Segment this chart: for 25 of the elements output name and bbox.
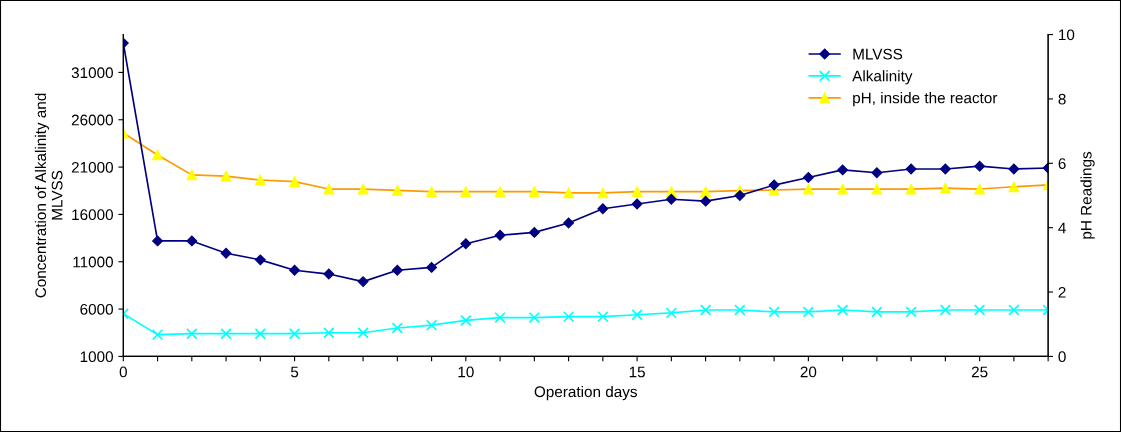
y-tick-label: 31000 [71,67,113,79]
legend-label: MLVSS [853,48,903,60]
y-tick-label: 11000 [73,256,113,268]
y-tick-label: 6000 [80,303,113,315]
x-tick-label: 20 [800,366,817,378]
x-tick-label: 25 [971,366,988,378]
y-axis-title: Concentration of Alkalinity and MLVSS [34,93,63,298]
y2-tick-label: 0 [1058,351,1066,363]
y2-tick-label: 10 [1059,29,1075,41]
y2-tick-label: 4 [1058,222,1066,234]
y2-tick-label: 8 [1058,93,1066,105]
y2-tick-label: 6 [1058,158,1066,169]
x-tick-label: 15 [629,366,645,378]
x-tick-label: 5 [290,366,299,378]
y-tick-label: 16000 [72,209,113,221]
y2-tick-label: 2 [1058,286,1066,298]
y-tick-label: 26000 [71,114,113,126]
y2-axis-title: pH Readings [1080,151,1095,239]
legend-label: pH, inside the reactor [853,92,998,107]
y-tick-label: 21000 [71,161,113,173]
x-tick-label: 10 [458,366,474,378]
legend-label: Alkalinity [852,70,913,85]
x-tick-label: 0 [119,366,127,378]
x-axis-title: Operation days [534,385,637,401]
y-tick-label: 1000 [80,351,113,363]
